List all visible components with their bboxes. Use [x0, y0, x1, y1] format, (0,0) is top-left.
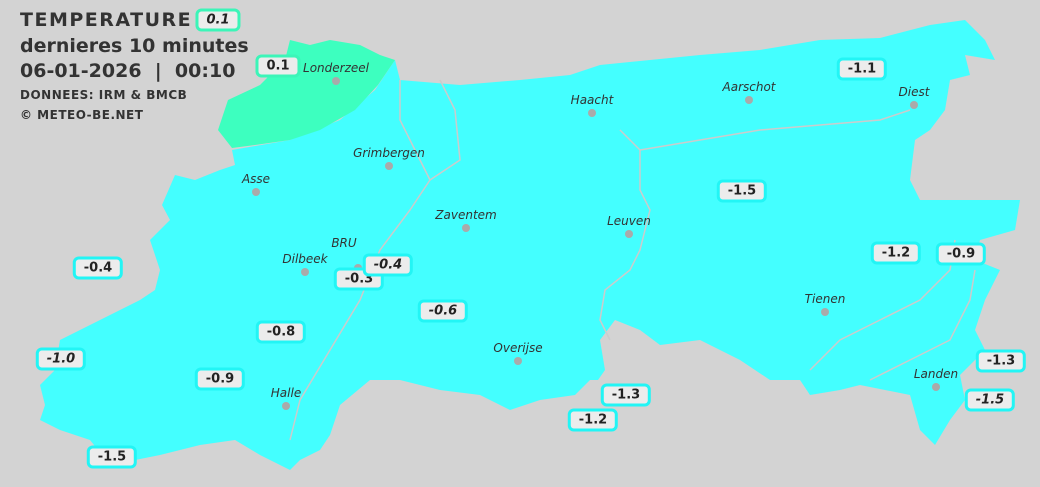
- city-marker: [282, 402, 290, 410]
- city-label: Asse: [241, 172, 271, 186]
- borders: [289, 79, 976, 441]
- temperature-badge: -1.5: [716, 179, 768, 203]
- city-label: Haacht: [570, 93, 614, 107]
- temperature-badge: -1.1: [836, 57, 888, 81]
- copyright: © METEO-BE.NET: [20, 108, 144, 122]
- region-cold: [40, 20, 1020, 470]
- city-marker: [588, 109, 596, 117]
- temperature-badge: -0.9: [194, 367, 246, 391]
- city-marker: [821, 308, 829, 316]
- city-marker: [910, 101, 918, 109]
- temperature-badge: -1.5: [964, 388, 1016, 412]
- temperature-badge: 0.1: [195, 8, 241, 32]
- city-marker: [462, 224, 470, 232]
- city-marker: [625, 230, 633, 238]
- city-label: Halle: [270, 386, 302, 400]
- city-label: Zaventem: [435, 208, 497, 222]
- temperature-badge: -0.8: [255, 320, 307, 344]
- temperature-badge: -1.5: [86, 445, 138, 469]
- temperature-badge: -1.3: [975, 349, 1027, 373]
- map-title: TEMPERATURE: [20, 9, 193, 31]
- temperature-badge: -1.2: [567, 408, 619, 432]
- temperature-badge: -1.0: [35, 347, 87, 371]
- city-marker: [301, 268, 309, 276]
- city-marker: [252, 188, 260, 196]
- city-label: Tienen: [804, 292, 846, 306]
- city-label: Aarschot: [722, 80, 776, 94]
- city-marker: [385, 162, 393, 170]
- city-label: Leuven: [607, 214, 651, 228]
- city-marker: [745, 96, 753, 104]
- city-label: BRU: [331, 236, 357, 250]
- data-source: DONNEES: IRM & BMCB: [20, 88, 188, 102]
- map-datetime: 06-01-2026 | 00:10: [20, 60, 236, 82]
- city-marker: [332, 77, 340, 85]
- city-marker: [514, 357, 522, 365]
- city-marker: [932, 383, 940, 391]
- city-label: Landen: [913, 367, 959, 381]
- region-mild: [218, 40, 395, 148]
- temperature-badge: -1.2: [870, 241, 922, 265]
- temperature-badge: 0.1: [255, 54, 301, 78]
- temperature-badge: -0.6: [417, 299, 469, 323]
- city-label: Londerzeel: [303, 61, 369, 75]
- temperature-badge: -0.4: [72, 256, 124, 280]
- temperature-badge: -0.9: [935, 242, 987, 266]
- city-label: Grimbergen: [353, 146, 425, 160]
- map-subtitle: dernieres 10 minutes: [20, 35, 249, 57]
- temperature-badge: -0.4: [362, 253, 414, 277]
- temperature-badge: -1.3: [600, 383, 652, 407]
- city-label: Dilbeek: [282, 252, 328, 266]
- city-label: Diest: [898, 85, 930, 99]
- city-label: Overijse: [493, 341, 543, 355]
